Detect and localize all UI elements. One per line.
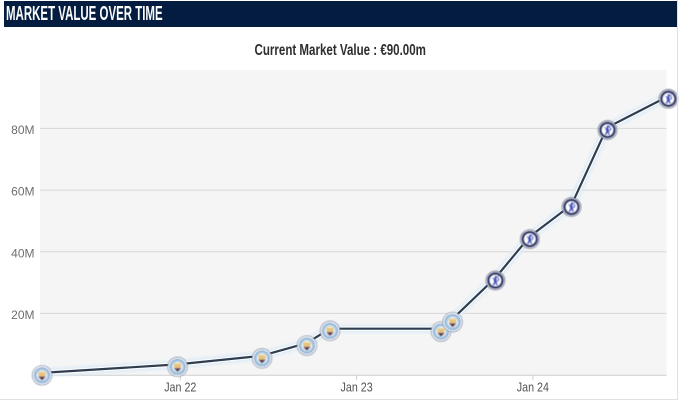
svg-text:Jan 24: Jan 24 <box>517 380 549 395</box>
svg-text:20M: 20M <box>11 308 34 322</box>
svg-text:Jan 23: Jan 23 <box>341 380 373 395</box>
svg-text:60M: 60M <box>11 185 34 199</box>
svg-text:Jan 22: Jan 22 <box>164 380 196 395</box>
svg-text:80M: 80M <box>11 123 34 137</box>
svg-text:40M: 40M <box>11 246 34 260</box>
